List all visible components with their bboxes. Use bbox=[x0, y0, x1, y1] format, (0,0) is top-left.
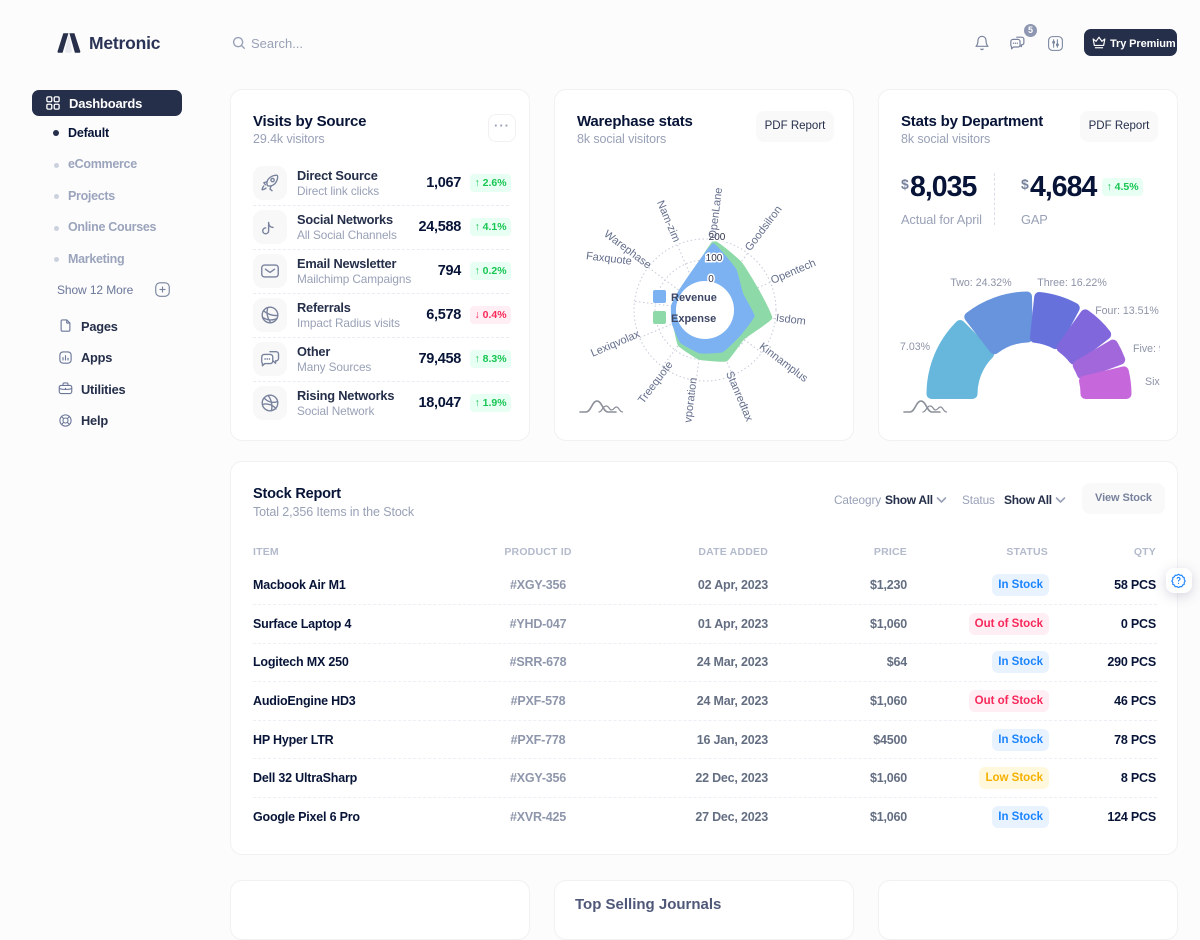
svg-text:Five: 9.46%: Five: 9.46% bbox=[1133, 343, 1160, 355]
svg-text:Three: 16.22%: Three: 16.22% bbox=[1037, 277, 1107, 289]
svg-text:Expense: Expense bbox=[671, 313, 716, 325]
svg-text:200: 200 bbox=[709, 232, 726, 243]
svg-text:Stanredtax: Stanredtax bbox=[723, 370, 755, 424]
svg-text:7.03%: 7.03% bbox=[900, 341, 931, 353]
svg-text:Opentech: Opentech bbox=[769, 257, 818, 287]
svg-text:Nam-zim: Nam-zim bbox=[654, 199, 682, 244]
svg-text:Goodsilron: Goodsilron bbox=[743, 204, 785, 254]
svg-text:Lexiqvolax: Lexiqvolax bbox=[589, 328, 642, 360]
svg-text:100: 100 bbox=[706, 253, 723, 264]
svg-text:Kinnamplus: Kinnamplus bbox=[757, 341, 811, 385]
svg-text:Revenue: Revenue bbox=[671, 292, 717, 304]
svg-text:Isdom: Isdom bbox=[775, 312, 806, 328]
svg-text:Two: 24.32%: Two: 24.32% bbox=[950, 277, 1012, 289]
svg-text:vporation: vporation bbox=[682, 377, 699, 423]
svg-text:Treequote: Treequote bbox=[636, 359, 676, 406]
svg-text:Faxquote: Faxquote bbox=[585, 250, 632, 268]
svg-text:Four: 13.51%: Four: 13.51% bbox=[1095, 305, 1159, 317]
svg-text:Six: 9.46%: Six: 9.46% bbox=[1145, 376, 1160, 388]
svg-text:0: 0 bbox=[708, 274, 714, 285]
